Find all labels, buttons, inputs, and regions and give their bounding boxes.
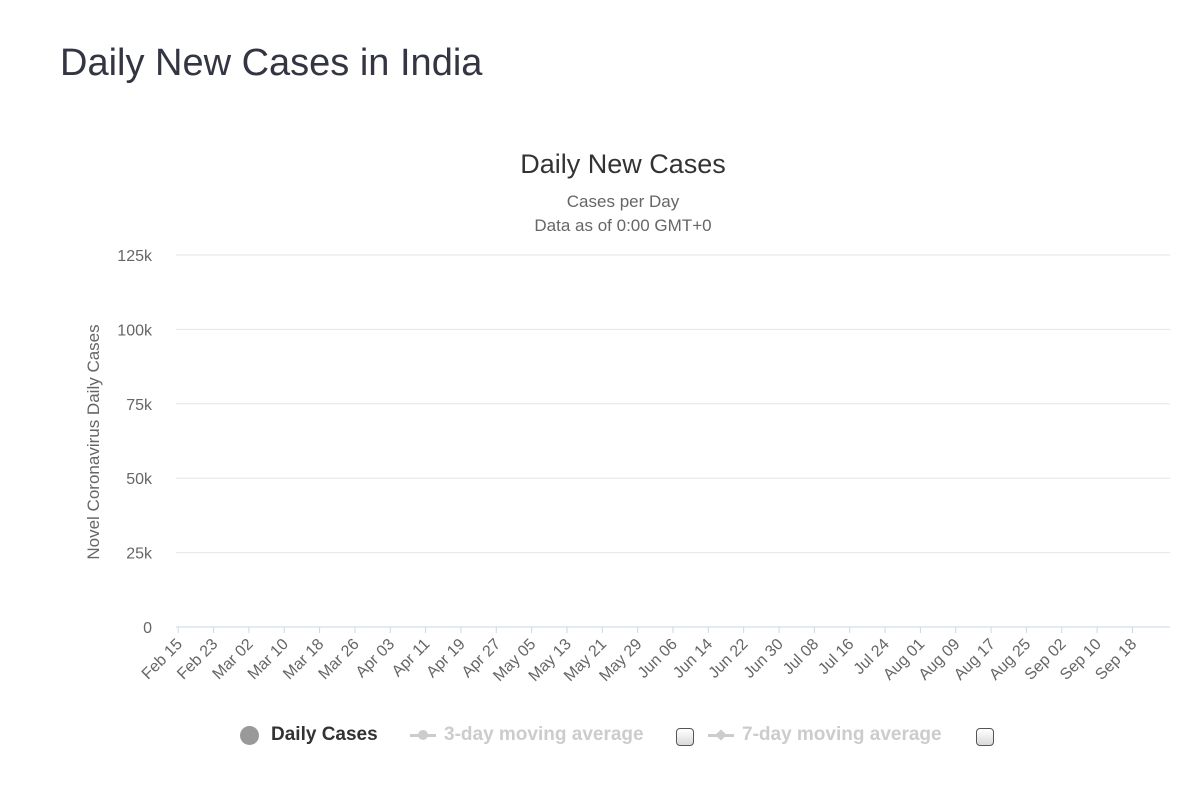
x-tick-label: Jul 16 [815,636,857,678]
page-title: Daily New Cases in India [60,42,483,84]
y-gridlines [176,254,1170,554]
chart-title: Daily New Cases [520,149,726,179]
legend-label-daily-cases: Daily Cases [271,724,378,745]
legend-label-3-day-average: 3-day moving average [444,724,644,745]
checkbox-7-day-average[interactable] [976,728,994,746]
y-tick-label: 50k [126,471,153,488]
legend-item-3-day-average[interactable]: 3-day moving average [410,718,644,752]
y-tick-label: 0 [143,620,152,637]
y-tick-label: 100k [117,322,153,339]
checkbox-3-day-average[interactable] [676,728,694,746]
legend: Daily Cases 3-day moving average 7-day m… [0,718,1200,752]
daily-cases-chart: Daily New Cases Cases per Day Data as of… [84,149,1170,685]
y-tick-label: 125k [117,248,153,265]
x-tick-label: Apr 19 [423,636,468,681]
y-tick-label: 75k [126,397,153,414]
y-tick-labels: 0 25k 50k 75k 100k 125k [117,248,153,637]
line-marker-icon [410,729,436,740]
chart-subtitle-data-as-of: Data as of 0:00 GMT+0 [534,216,711,235]
x-tick-label: Jul 08 [780,636,822,678]
x-tick-label: Jun 30 [741,636,787,682]
circle-icon [240,725,259,745]
legend-label-7-day-average: 7-day moving average [742,724,942,745]
chart-subtitle-cases-per-day: Cases per Day [567,192,680,211]
legend-item-daily-cases[interactable]: Daily Cases [240,718,378,752]
y-tick-label: 25k [126,546,153,563]
y-axis-title: Novel Coronavirus Daily Cases [84,324,103,559]
x-tick-label: Apr 03 [353,636,398,681]
x-tick-label: Mar 26 [315,636,362,683]
legend-item-7-day-average[interactable]: 7-day moving average [708,718,942,752]
line-diamond-marker-icon [708,728,734,741]
